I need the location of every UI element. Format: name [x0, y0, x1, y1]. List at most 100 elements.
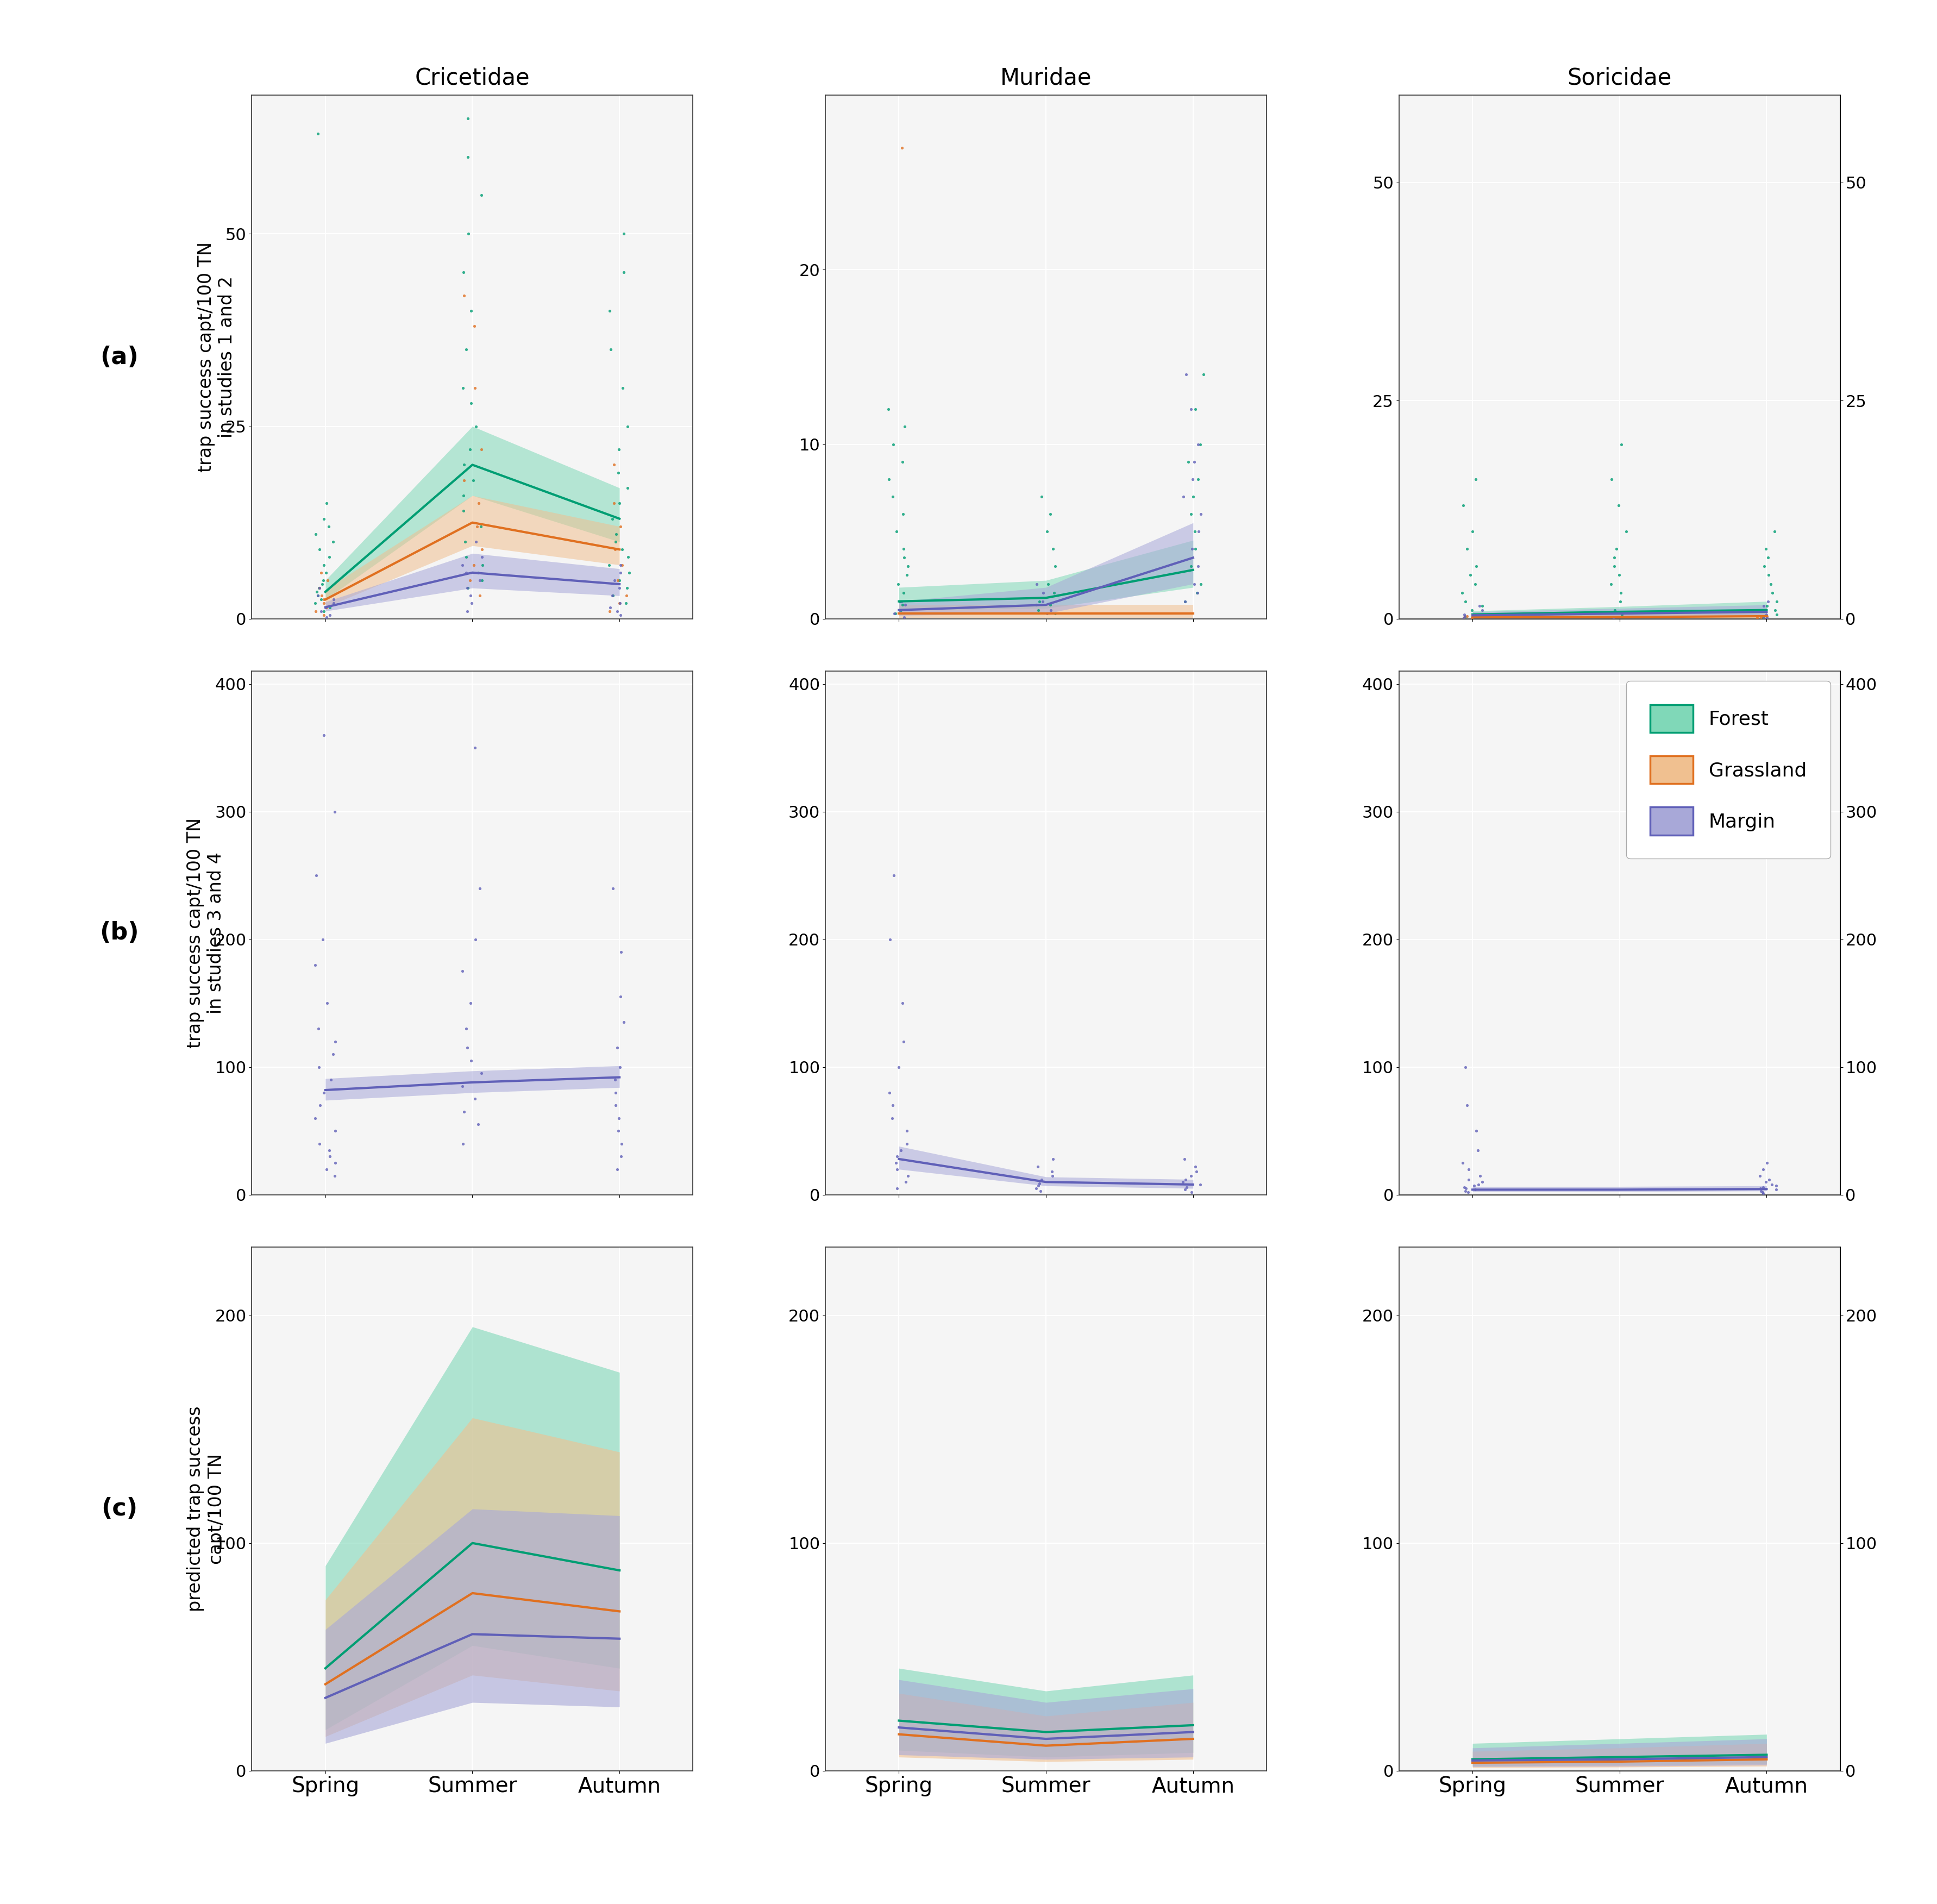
Point — [1451, 1173, 1482, 1203]
Point — [467, 181, 498, 211]
Point — [612, 411, 643, 442]
Point — [1747, 1179, 1778, 1209]
Y-axis label: trap success capt/100 TN
in studies 1 and 2: trap success capt/100 TN in studies 1 an… — [198, 242, 236, 472]
Point — [889, 543, 920, 573]
Point — [1168, 1167, 1199, 1198]
Point — [602, 1032, 633, 1062]
Point — [1038, 577, 1069, 607]
Point — [1466, 1167, 1497, 1198]
Point — [300, 520, 331, 550]
Point — [597, 581, 628, 611]
Point — [314, 543, 345, 573]
Point — [314, 510, 345, 541]
Point — [1180, 569, 1211, 600]
Point — [300, 950, 331, 981]
Point — [304, 573, 335, 604]
Point — [604, 558, 635, 588]
Point — [1745, 602, 1776, 632]
Point — [467, 1059, 498, 1089]
Point — [1449, 602, 1480, 632]
Point — [1170, 586, 1201, 617]
Point — [595, 550, 626, 581]
Point — [881, 1173, 912, 1203]
Point — [314, 1135, 345, 1165]
Point — [308, 720, 339, 750]
Point — [461, 510, 492, 541]
Point — [602, 1102, 633, 1133]
Point — [1168, 482, 1199, 512]
Point — [885, 1135, 916, 1165]
Point — [604, 588, 635, 619]
Point — [1747, 1171, 1778, 1201]
Point — [449, 465, 480, 495]
Point — [606, 937, 637, 967]
Point — [887, 590, 918, 621]
Point — [606, 550, 637, 581]
Point — [308, 550, 339, 581]
Point — [447, 495, 478, 526]
Point — [304, 573, 335, 604]
Point — [320, 1148, 351, 1179]
Point — [304, 573, 335, 604]
Point — [604, 487, 635, 518]
Point — [459, 733, 490, 764]
Point — [1182, 465, 1213, 495]
Point — [874, 465, 905, 495]
Point — [1178, 465, 1209, 495]
Point — [1170, 586, 1201, 617]
Point — [1447, 489, 1478, 520]
Point — [1462, 1135, 1493, 1165]
Point — [600, 1091, 631, 1121]
Point — [1185, 428, 1216, 459]
Point — [1464, 1160, 1495, 1190]
Point — [306, 558, 337, 588]
Point — [1466, 600, 1497, 630]
Point — [608, 373, 639, 404]
Point — [595, 592, 626, 623]
Point — [310, 592, 341, 623]
Point — [453, 219, 484, 249]
Point — [461, 527, 492, 558]
Point — [1025, 586, 1056, 617]
Point — [1027, 482, 1058, 512]
Point — [604, 588, 635, 619]
Point — [599, 449, 630, 480]
Point — [1447, 1148, 1478, 1179]
Point — [1449, 604, 1480, 634]
Point — [1751, 604, 1782, 634]
Point — [308, 585, 339, 615]
Point — [1451, 602, 1482, 632]
Point — [312, 988, 343, 1019]
Point — [455, 295, 486, 326]
Point — [300, 588, 331, 619]
Point — [612, 573, 643, 604]
Point — [306, 581, 337, 611]
Point — [1023, 1171, 1054, 1201]
Point — [1180, 533, 1211, 564]
Point — [1176, 1160, 1207, 1190]
Point — [465, 874, 496, 904]
Point — [459, 1083, 490, 1114]
Point — [1453, 1177, 1484, 1207]
Point — [302, 581, 333, 611]
Point — [1460, 465, 1491, 495]
Point — [604, 510, 635, 541]
Point — [1598, 543, 1629, 573]
Point — [1451, 1051, 1482, 1081]
Point — [314, 600, 345, 630]
Point — [1596, 569, 1627, 600]
Point — [1176, 499, 1207, 529]
Point — [1753, 560, 1784, 590]
Point — [1757, 1169, 1788, 1200]
Point — [606, 1129, 637, 1160]
Point — [465, 510, 496, 541]
Point — [1755, 569, 1786, 600]
Point — [1761, 600, 1792, 630]
Point — [300, 596, 331, 626]
Point — [887, 446, 918, 476]
Point — [465, 565, 496, 596]
Point — [612, 472, 643, 503]
Point — [1747, 590, 1778, 621]
Point — [453, 141, 484, 171]
Point — [1176, 394, 1207, 425]
